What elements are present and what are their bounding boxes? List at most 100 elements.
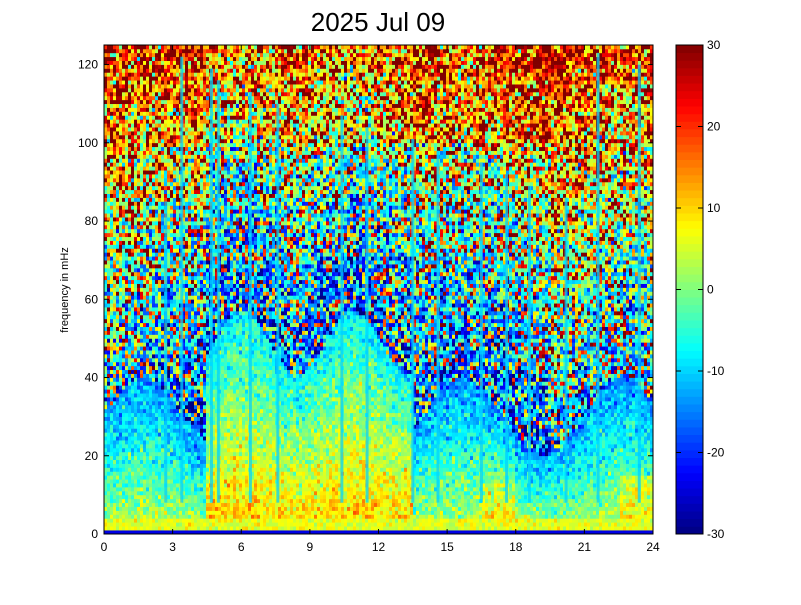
heatmap-cell: [158, 511, 161, 515]
heatmap-cell: [185, 334, 188, 338]
heatmap-cell: [206, 57, 209, 61]
heatmap-cell: [149, 475, 152, 479]
heatmap-cell: [152, 464, 155, 468]
heatmap-cell: [197, 147, 200, 151]
heatmap-cell: [194, 405, 197, 409]
heatmap-cell: [197, 49, 200, 53]
heatmap-cell: [191, 295, 194, 299]
heatmap-cell: [149, 288, 152, 292]
heatmap-cell: [188, 92, 191, 96]
heatmap-cell: [203, 190, 206, 194]
heatmap-cell: [119, 49, 122, 53]
heatmap-cell: [161, 417, 164, 421]
heatmap-cell: [206, 92, 209, 96]
heatmap-cell: [113, 123, 116, 127]
heatmap-cell: [140, 123, 143, 127]
heatmap-cell: [131, 401, 134, 405]
heatmap-cell: [155, 248, 158, 252]
heatmap-cell: [116, 428, 119, 432]
heatmap-cell: [152, 272, 155, 276]
heatmap-cell: [137, 307, 140, 311]
heatmap-cell: [155, 151, 158, 155]
heatmap-cell: [149, 366, 152, 370]
heatmap-cell: [113, 147, 116, 151]
heatmap-cell: [173, 507, 176, 511]
heatmap-cell: [158, 256, 161, 260]
heatmap-cell: [158, 342, 161, 346]
heatmap-cell: [200, 96, 203, 100]
heatmap-cell: [143, 123, 146, 127]
heatmap-cell: [119, 229, 122, 233]
heatmap-cell: [185, 307, 188, 311]
heatmap-cell: [185, 397, 188, 401]
heatmap-cell: [176, 276, 179, 280]
heatmap-cell: [122, 190, 125, 194]
heatmap-cell: [176, 374, 179, 378]
heatmap-cell: [134, 229, 137, 233]
heatmap-cell: [104, 358, 107, 362]
heatmap-cell: [173, 354, 176, 358]
heatmap-cell: [164, 49, 167, 53]
heatmap-cell: [137, 260, 140, 264]
heatmap-cell: [161, 112, 164, 116]
heatmap-cell: [149, 291, 152, 295]
heatmap-cell: [134, 162, 137, 166]
heatmap-cell: [107, 518, 110, 522]
heatmap-cell: [170, 139, 173, 143]
heatmap-cell: [131, 100, 134, 104]
heatmap-cell: [119, 358, 122, 362]
heatmap-cell: [185, 190, 188, 194]
heatmap-cell: [149, 194, 152, 198]
heatmap-cell: [134, 428, 137, 432]
heatmap-cell: [143, 319, 146, 323]
heatmap-cell: [143, 366, 146, 370]
heatmap-cell: [140, 84, 143, 88]
heatmap-cell: [128, 57, 131, 61]
heatmap-cell: [185, 514, 188, 518]
heatmap-cell: [176, 65, 179, 69]
heatmap-cell: [173, 456, 176, 460]
heatmap-cell: [137, 119, 140, 123]
heatmap-cell: [134, 174, 137, 178]
heatmap-cell: [206, 444, 209, 448]
heatmap-cell: [167, 295, 170, 299]
heatmap-cell: [143, 452, 146, 456]
heatmap-cell: [200, 288, 203, 292]
heatmap-cell: [221, 170, 224, 174]
heatmap-cell: [128, 424, 131, 428]
heatmap-cell: [131, 268, 134, 272]
heatmap-cell: [134, 440, 137, 444]
heatmap-cell: [119, 319, 122, 323]
heatmap-cell: [170, 115, 173, 119]
heatmap-cell: [143, 268, 146, 272]
heatmap-cell: [128, 464, 131, 468]
heatmap-cell: [203, 68, 206, 72]
heatmap-cell: [173, 511, 176, 515]
heatmap-cell: [161, 319, 164, 323]
heatmap-cell: [110, 448, 113, 452]
heatmap-cell: [203, 374, 206, 378]
heatmap-cell: [206, 84, 209, 88]
heatmap-cell: [152, 284, 155, 288]
heatmap-cell: [152, 112, 155, 116]
heatmap-cell: [149, 104, 152, 108]
heatmap-cell: [200, 194, 203, 198]
heatmap-cell: [149, 53, 152, 57]
heatmap-cell: [158, 436, 161, 440]
heatmap-cell: [128, 448, 131, 452]
heatmap-cell: [197, 123, 200, 127]
heatmap-cell: [143, 311, 146, 315]
heatmap-cell: [107, 260, 110, 264]
heatmap-cell: [110, 198, 113, 202]
heatmap-cell: [185, 401, 188, 405]
heatmap-cell: [116, 284, 119, 288]
heatmap-cell: [119, 158, 122, 162]
heatmap-cell: [134, 401, 137, 405]
heatmap-cell: [116, 471, 119, 475]
heatmap-cell: [128, 209, 131, 213]
heatmap-cell: [185, 131, 188, 135]
heatmap-cell: [134, 448, 137, 452]
heatmap-cell: [104, 229, 107, 233]
heatmap-cell: [110, 444, 113, 448]
heatmap-cell: [137, 245, 140, 249]
